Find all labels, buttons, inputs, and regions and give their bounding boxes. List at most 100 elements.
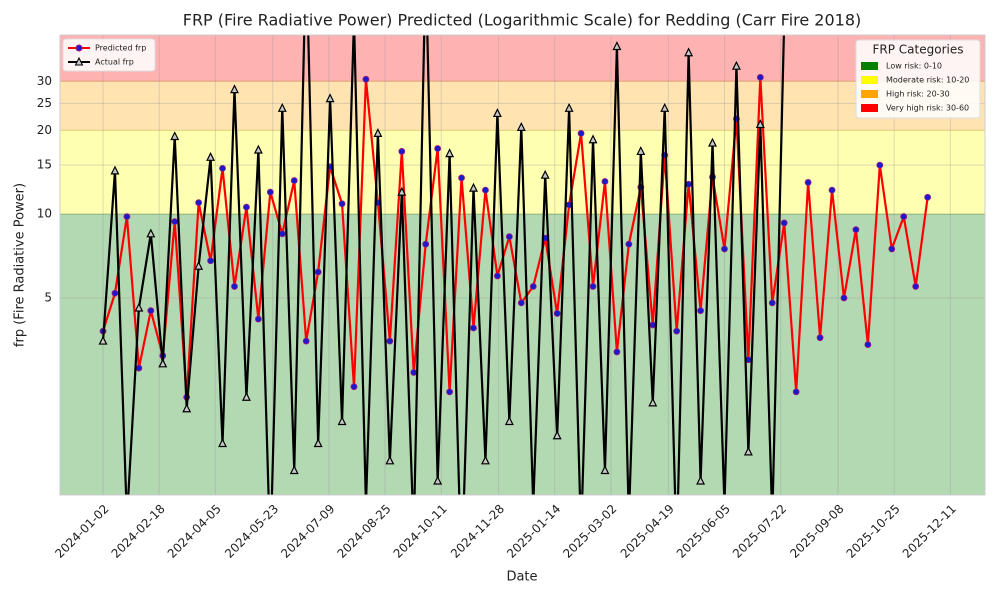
- legend-label: Actual frp: [95, 58, 134, 67]
- data-point: [469, 182, 478, 192]
- data-point: [768, 299, 776, 307]
- data-point: [780, 219, 788, 227]
- bands: [60, 35, 985, 495]
- x-tick-label: 2024-07-09: [278, 502, 337, 561]
- data-point: [433, 475, 443, 485]
- data-point: [397, 186, 407, 196]
- data-point: [492, 108, 502, 118]
- x-tick-label: 2025-07-22: [730, 502, 789, 561]
- legend-label: Predicted frp: [95, 44, 146, 53]
- y-tick-label: 25: [37, 96, 52, 110]
- data-point: [219, 164, 226, 172]
- data-point: [912, 283, 920, 290]
- data-point: [660, 102, 670, 112]
- y-tick-label: 15: [37, 158, 52, 172]
- risk-band: [60, 81, 985, 131]
- y-tick-label: 10: [37, 207, 52, 221]
- legend: Predicted frp Actual frp FRP Categories Low…: [62, 38, 981, 119]
- data-point: [755, 119, 765, 129]
- data-point: [697, 307, 704, 315]
- x-tick-label: 2025-10-25: [844, 502, 903, 561]
- x-tick-label: 2024-01-02: [52, 502, 111, 561]
- data-point: [170, 131, 180, 141]
- data-point: [816, 334, 824, 342]
- data-point: [373, 128, 383, 137]
- data-point: [540, 169, 550, 179]
- data-point: [864, 341, 872, 348]
- data-point: [314, 268, 322, 276]
- x-tick-label: 2025-03-02: [560, 502, 619, 561]
- data-point: [482, 186, 489, 194]
- y-axis-label: frp (Fire Radiative Power): [13, 183, 28, 347]
- data-point: [553, 310, 561, 317]
- x-tick-label: 2025-06-05: [674, 502, 733, 561]
- data-point: [147, 307, 155, 315]
- data-point: [517, 299, 525, 307]
- data-point: [195, 199, 203, 207]
- legend-label: Moderate risk: 10-20: [886, 76, 969, 85]
- data-point: [302, 337, 310, 345]
- data-point: [792, 388, 800, 396]
- data-point: [266, 188, 274, 196]
- data-point: [385, 455, 395, 465]
- data-point: [852, 226, 860, 234]
- data-point: [743, 446, 753, 456]
- data-point: [267, 550, 274, 557]
- data-point: [206, 151, 216, 161]
- data-point: [123, 516, 130, 523]
- x-axis-label: Date: [506, 570, 537, 585]
- data-point: [636, 146, 646, 156]
- data-point: [564, 102, 574, 112]
- data-point: [278, 230, 286, 238]
- data-point: [422, 240, 430, 248]
- legend-title: FRP Categories: [873, 43, 964, 57]
- data-point: [840, 294, 848, 302]
- legend-patch: [861, 104, 878, 112]
- legend-box: [855, 39, 981, 119]
- data-point: [721, 245, 728, 253]
- data-point: [337, 416, 347, 426]
- data-point: [410, 369, 418, 376]
- data-point: [98, 335, 108, 345]
- data-point: [231, 283, 238, 290]
- data-point: [135, 364, 143, 372]
- data-point: [350, 383, 358, 391]
- data-point: [313, 438, 323, 448]
- y-tick-label: 30: [37, 74, 52, 88]
- data-point: [134, 302, 144, 312]
- chart-title: FRP (Fire Radiative Power) Predicted (Lo…: [183, 11, 862, 30]
- data-point: [529, 283, 537, 290]
- data-point: [684, 47, 694, 57]
- data-point: [588, 134, 598, 144]
- data-point: [386, 337, 394, 345]
- data-point: [325, 93, 335, 103]
- data-point: [338, 200, 346, 208]
- data-point: [445, 148, 455, 158]
- data-point: [589, 283, 597, 290]
- x-tick-label: 2024-04-05: [165, 502, 224, 561]
- data-point: [612, 41, 622, 51]
- data-point: [577, 129, 585, 137]
- y-tick-label: 20: [37, 123, 52, 137]
- data-point: [900, 213, 908, 220]
- data-point: [446, 388, 453, 396]
- data-point: [504, 416, 514, 426]
- data-point: [230, 84, 239, 94]
- data-point: [648, 397, 658, 407]
- data-point: [243, 203, 250, 211]
- legend-marker: [74, 56, 84, 66]
- data-point: [888, 245, 896, 253]
- x-tick-label: 2024-11-28: [448, 502, 507, 561]
- x-tick-label: 2025-09-08: [787, 502, 846, 561]
- x-tick-label: 2025-12-11: [900, 502, 959, 561]
- data-point: [696, 475, 706, 485]
- data-point: [290, 177, 298, 184]
- data-point: [516, 122, 526, 131]
- x-tick-label: 2024-08-25: [334, 502, 393, 561]
- data-point: [731, 60, 741, 70]
- data-point: [828, 186, 836, 194]
- data-point: [530, 501, 537, 508]
- series: [98, 35, 932, 557]
- data-point: [625, 240, 633, 248]
